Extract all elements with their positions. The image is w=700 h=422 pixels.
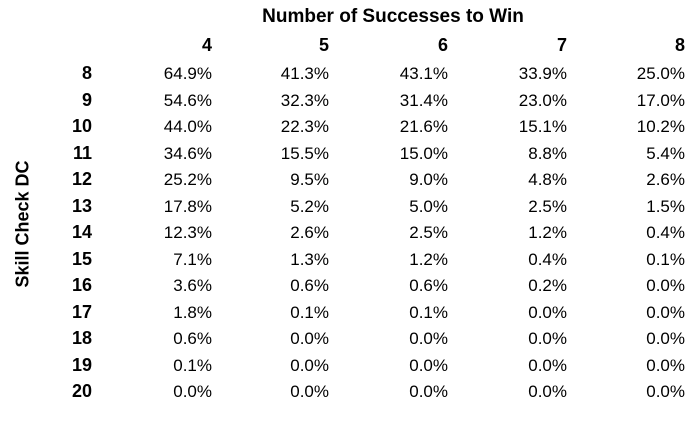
- table-cell: 0.1%: [646, 249, 685, 269]
- row-header: 11: [72, 142, 92, 163]
- table-cell: 0.0%: [528, 355, 567, 375]
- table-cell: 23.0%: [518, 90, 567, 110]
- table-cell: 0.6%: [409, 276, 448, 295]
- row-header: 15: [71, 248, 92, 269]
- table-cell: 41.3%: [280, 64, 329, 83]
- table-cell: 44.0%: [163, 117, 212, 136]
- table-cell: 0.1%: [290, 302, 329, 322]
- table-cell: 0.0%: [528, 329, 567, 348]
- table-cell: 0.0%: [646, 355, 685, 375]
- table-cell: 5.0%: [409, 196, 448, 216]
- row-header: 19: [71, 354, 92, 375]
- table-cell: 0.0%: [528, 302, 567, 322]
- table-cell: 0.6%: [173, 329, 212, 348]
- table-cell: 1.3%: [290, 249, 329, 269]
- row-axis-title: Skill Check DC: [12, 160, 33, 288]
- table-cell: 4.8%: [528, 170, 567, 189]
- row-header: 20: [71, 381, 92, 401]
- row-header: 10: [71, 116, 92, 136]
- table-cell: 0.4%: [646, 223, 685, 242]
- table-cell: 25.0%: [636, 64, 685, 83]
- table-cell: 0.0%: [646, 276, 685, 295]
- row-header: 14: [71, 222, 92, 242]
- table-cell: 15.1%: [518, 117, 567, 136]
- table-cell: 1.2%: [409, 249, 448, 269]
- table-cell: 15.0%: [399, 143, 448, 163]
- table-cell: 1.2%: [528, 223, 567, 242]
- table-cell: 64.9%: [163, 64, 212, 83]
- table-cell: 0.2%: [528, 276, 567, 295]
- row-header: 13: [71, 195, 92, 216]
- table-cell: 15.5%: [280, 143, 329, 163]
- table-cell: 0.0%: [409, 382, 448, 401]
- table-cell: 21.6%: [399, 117, 448, 136]
- column-header: 7: [556, 35, 567, 55]
- column-header: 6: [437, 35, 448, 55]
- table-cell: 17.8%: [163, 196, 212, 216]
- table-cell: 0.0%: [528, 382, 567, 401]
- table-cell: 3.6%: [173, 276, 212, 295]
- table-cell: 0.4%: [528, 249, 567, 269]
- table-cell: 1.5%: [646, 196, 685, 216]
- table-cell: 5.2%: [290, 196, 329, 216]
- table-cell: 0.6%: [290, 276, 329, 295]
- table-cell: 0.0%: [290, 382, 329, 401]
- table-cell: 0.0%: [173, 382, 212, 401]
- table-cell: 17.0%: [636, 90, 685, 110]
- table-cell: 32.3%: [280, 90, 329, 110]
- table-cell: 31.4%: [399, 90, 448, 110]
- table-cell: 2.6%: [646, 170, 685, 189]
- column-header: 4: [201, 35, 212, 55]
- table-cell: 0.0%: [646, 302, 685, 322]
- row-header: 9: [81, 89, 92, 110]
- table-cell: 0.0%: [409, 355, 448, 375]
- table-cell: 33.9%: [518, 64, 567, 83]
- table-cell: 0.1%: [173, 355, 212, 375]
- table-cell: 9.0%: [409, 170, 448, 189]
- table-cell: 9.5%: [290, 170, 329, 189]
- table-cell: 22.3%: [280, 117, 329, 136]
- table-cell: 12.3%: [163, 223, 212, 242]
- table-cell: 34.6%: [163, 143, 212, 163]
- table-cell: 8.8%: [528, 143, 567, 163]
- column-header: 5: [318, 35, 329, 55]
- table-cell: 2.5%: [528, 196, 567, 216]
- table-cell: 0.1%: [409, 302, 448, 322]
- row-header: 16: [71, 275, 92, 295]
- table-cell: 43.1%: [399, 64, 448, 83]
- table-cell: 10.2%: [636, 117, 685, 136]
- table-cell: 2.5%: [409, 223, 448, 242]
- row-header: 17: [71, 301, 92, 322]
- table-cell: 0.0%: [290, 329, 329, 348]
- table-cell: 5.4%: [646, 143, 685, 163]
- row-header: 18: [71, 328, 92, 348]
- table-cell: 2.6%: [290, 223, 329, 242]
- table-cell: 7.1%: [173, 249, 212, 269]
- table-cell: 0.0%: [290, 355, 329, 375]
- table-cell: 54.6%: [163, 90, 212, 110]
- table-cell: 0.0%: [409, 329, 448, 348]
- table-cell: 0.0%: [646, 329, 685, 348]
- table-cell: 25.2%: [163, 170, 212, 189]
- column-axis-title: Number of Successes to Win: [262, 6, 524, 27]
- table-cell: 1.8%: [173, 302, 212, 322]
- row-header: 8: [81, 63, 92, 83]
- table-cell: 0.0%: [646, 382, 685, 401]
- row-header: 12: [71, 169, 92, 189]
- column-header: 8: [674, 35, 685, 55]
